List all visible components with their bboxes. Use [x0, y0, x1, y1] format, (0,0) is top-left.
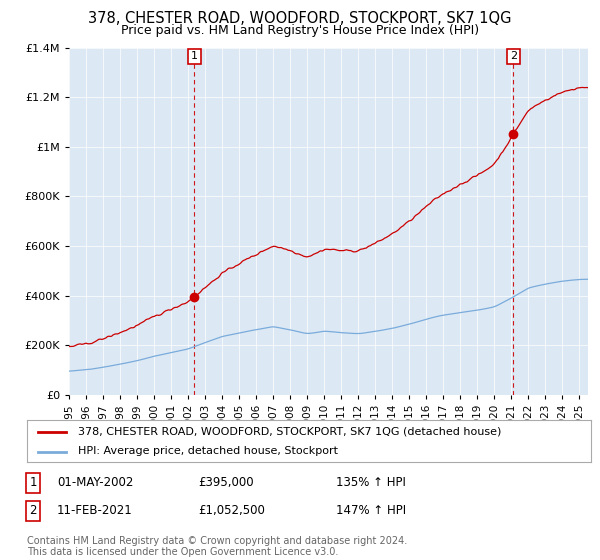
Text: 01-MAY-2002: 01-MAY-2002: [57, 476, 133, 489]
Text: 147% ↑ HPI: 147% ↑ HPI: [336, 504, 406, 517]
Text: 378, CHESTER ROAD, WOODFORD, STOCKPORT, SK7 1QG (detached house): 378, CHESTER ROAD, WOODFORD, STOCKPORT, …: [78, 427, 501, 437]
Text: 1: 1: [29, 476, 37, 489]
Text: 135% ↑ HPI: 135% ↑ HPI: [336, 476, 406, 489]
Text: 1: 1: [191, 52, 198, 61]
Text: HPI: Average price, detached house, Stockport: HPI: Average price, detached house, Stoc…: [78, 446, 338, 456]
Text: 11-FEB-2021: 11-FEB-2021: [57, 504, 133, 517]
Text: £1,052,500: £1,052,500: [198, 504, 265, 517]
Text: Contains HM Land Registry data © Crown copyright and database right 2024.
This d: Contains HM Land Registry data © Crown c…: [27, 535, 407, 557]
Text: 378, CHESTER ROAD, WOODFORD, STOCKPORT, SK7 1QG: 378, CHESTER ROAD, WOODFORD, STOCKPORT, …: [88, 11, 512, 26]
Text: £395,000: £395,000: [198, 476, 254, 489]
Text: 2: 2: [29, 504, 37, 517]
Text: Price paid vs. HM Land Registry's House Price Index (HPI): Price paid vs. HM Land Registry's House …: [121, 24, 479, 36]
Text: 2: 2: [510, 52, 517, 61]
